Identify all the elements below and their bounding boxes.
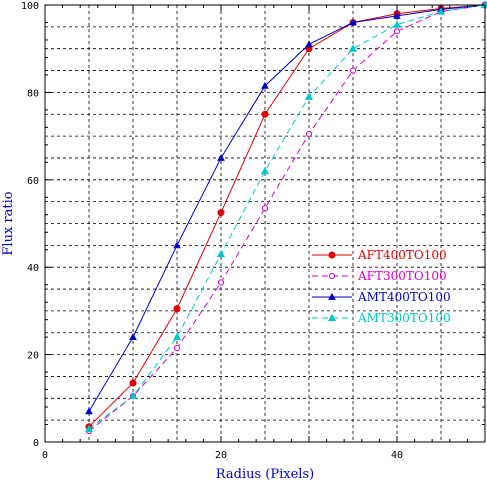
- legend-entry: AMT300TO100: [312, 311, 451, 325]
- legend: AFT400TO100 AFT300TO100 AMT400TO100 AMT300T…: [312, 248, 451, 325]
- data-point: [260, 166, 270, 175]
- data-point: [261, 81, 269, 89]
- data-point: [172, 332, 182, 341]
- legend-marker: [328, 292, 336, 300]
- series-AMT300TO100: [84, 0, 487, 432]
- legend-marker: [328, 251, 336, 259]
- y-tick-label: 100: [21, 1, 39, 12]
- series-line: [88, 4, 486, 432]
- legend-entry: AFT400TO100: [312, 248, 447, 262]
- plot-area-frame: [44, 4, 486, 443]
- legend-entry: AFT300TO100: [312, 269, 447, 283]
- legend-marker: [327, 313, 337, 322]
- series-line: [88, 4, 486, 430]
- data-point: [129, 333, 137, 341]
- y-tick-label: 0: [33, 438, 39, 449]
- data-point: [217, 209, 225, 217]
- data-point: [348, 44, 358, 52]
- data-point: [173, 241, 181, 249]
- data-point: [304, 92, 314, 100]
- data-point: [217, 153, 225, 161]
- legend-label: AMT300TO100: [357, 311, 451, 325]
- series-AFT300TO100: [85, 1, 487, 435]
- data-point: [349, 18, 357, 26]
- x-tick-label: 0: [42, 450, 48, 461]
- y-tick-label: 80: [27, 88, 39, 99]
- legend-entry: AMT400TO100: [312, 290, 451, 304]
- data-point: [216, 249, 226, 258]
- data-point: [393, 28, 401, 35]
- series-AMT400TO100: [85, 0, 487, 415]
- data-point: [128, 391, 138, 400]
- x-tick-label: 20: [215, 450, 227, 461]
- legend-marker: [328, 272, 336, 280]
- x-tick-label: 40: [391, 450, 403, 461]
- data-point: [436, 7, 446, 15]
- data-point: [85, 407, 93, 415]
- axis-ticks: [44, 4, 486, 443]
- data-point: [129, 379, 137, 387]
- y-axis-label: Flux ratio: [1, 191, 16, 255]
- data-point: [393, 11, 401, 19]
- data-point: [261, 110, 269, 118]
- data-point: [173, 344, 181, 352]
- y-tick-label: 60: [27, 176, 39, 187]
- x-axis-label: Radius (Pixels): [216, 467, 314, 482]
- data-point: [261, 205, 269, 212]
- data-point: [349, 67, 357, 74]
- tick-labels: 0 20 40 0 20 40 60 80 100: [21, 1, 403, 461]
- y-tick-label: 20: [27, 351, 39, 362]
- legend-label: AFT400TO100: [357, 248, 447, 262]
- series-line: [88, 4, 486, 428]
- data-point: [84, 424, 94, 432]
- y-tick-label: 40: [27, 263, 39, 274]
- data-point: [305, 130, 313, 138]
- grid: [45, 5, 485, 442]
- data-point: [305, 40, 313, 48]
- data-point: [173, 305, 181, 313]
- data-point: [392, 20, 402, 28]
- legend-label: AFT300TO100: [357, 269, 447, 283]
- data-point: [217, 279, 225, 286]
- series-line: [88, 4, 486, 412]
- series-layer: [84, 0, 487, 435]
- legend-label: AMT400TO100: [357, 290, 451, 304]
